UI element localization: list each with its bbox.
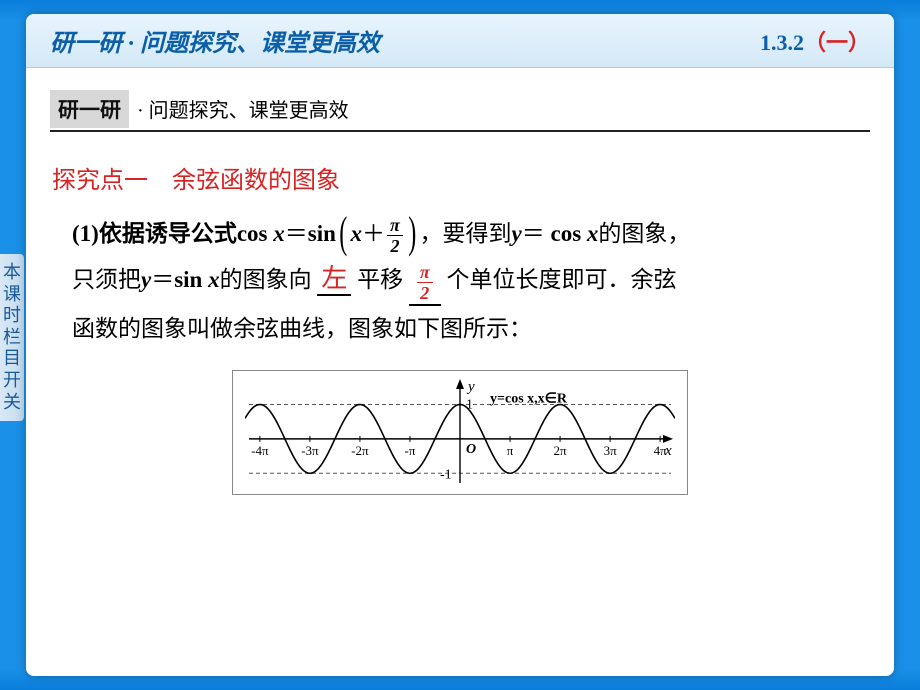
section-number: 1.3.2 — [760, 30, 804, 55]
y-var-2: y — [141, 267, 151, 292]
equals-3: ＝ — [151, 267, 174, 292]
text-mid-2b: 平移 — [357, 267, 403, 292]
svg-text:2π: 2π — [554, 443, 568, 458]
cosine-curve-svg: yxO1-1y=cos x,x∈R-4π-3π-2π-ππ2π3π4π — [245, 377, 675, 487]
cos-text: cos — [237, 221, 268, 246]
side-tab[interactable]: 本课时栏目开关 — [0, 254, 24, 421]
fill-blank-2: π2 — [409, 258, 441, 306]
svg-text:4π: 4π — [654, 443, 668, 458]
equals-2: ＝ — [522, 221, 545, 246]
slide-header: 研一研 · 问题探究、课堂更高效 1.3.2（一） — [26, 14, 894, 68]
svg-text:3π: 3π — [604, 443, 618, 458]
text-line-3: 函数的图象叫做余弦曲线，图象如下图所示： — [72, 306, 870, 352]
subheader-label: 研一研 — [50, 90, 129, 128]
fill-blank-1: 左 — [317, 265, 351, 296]
text-mid-2a: 的图象向 — [220, 267, 312, 292]
svg-text:-1: -1 — [440, 467, 452, 482]
svg-text:-2π: -2π — [351, 443, 369, 458]
sin-text: sin — [308, 221, 336, 246]
text-mid-1: ，要得到 — [420, 221, 512, 246]
x-var-4: x — [202, 267, 219, 292]
header-title: 研一研 · 问题探究、课堂更高效 — [50, 23, 380, 58]
svg-text:1: 1 — [466, 397, 473, 412]
text-line-1: (1)依据诱导公式cos x＝sin(x＋π2)，要得到y＝ cos x的图象， — [72, 211, 870, 257]
text-tail-1: 的图象， — [598, 221, 690, 246]
text-mid-2c: 个单位长度即可．余弦 — [446, 267, 676, 292]
x-var-3: x — [581, 221, 598, 246]
y-var-1: y — [512, 221, 522, 246]
svg-text:-4π: -4π — [251, 443, 269, 458]
svg-text:y=cos x,x∈R: y=cos x,x∈R — [490, 391, 568, 406]
header-section: 1.3.2（一） — [760, 25, 870, 57]
frac-top-red: π — [417, 263, 433, 283]
explore-title: 探究点一 余弦函数的图象 — [52, 160, 870, 195]
svg-text:O: O — [466, 442, 476, 457]
fraction-pi-2: π2 — [387, 216, 403, 255]
text-line-2: 只须把y＝sin x的图象向 左 平移 π2 个单位长度即可．余弦 — [72, 257, 870, 306]
text-prefix-2: 只须把 — [72, 267, 141, 292]
slide-frame: 研一研 · 问题探究、课堂更高效 1.3.2（一） 研一研 · 问题探究、课堂更… — [26, 14, 894, 676]
cos-text-2: cos — [545, 221, 581, 246]
divider-line — [50, 130, 870, 132]
slide-content: 研一研 · 问题探究、课堂更高效 探究点一 余弦函数的图象 (1)依据诱导公式c… — [26, 68, 894, 505]
subheader-row: 研一研 · 问题探究、课堂更高效 — [50, 90, 870, 128]
equals-1: ＝ — [285, 221, 308, 246]
graph-container: yxO1-1y=cos x,x∈R-4π-3π-2π-ππ2π3π4π — [50, 370, 870, 495]
subheader-text: · 问题探究、课堂更高效 — [137, 100, 349, 122]
frac-bot: 2 — [387, 236, 403, 255]
x-var-2: x — [351, 221, 363, 246]
sin-text-2: sin — [174, 267, 202, 292]
frac-top: π — [387, 216, 403, 236]
item-number: (1)依据诱导公式 — [72, 221, 237, 246]
svg-text:-3π: -3π — [301, 443, 319, 458]
x-var-1: x — [268, 221, 285, 246]
cosine-graph: yxO1-1y=cos x,x∈R-4π-3π-2π-ππ2π3π4π — [232, 370, 688, 495]
plus-sign: ＋ — [362, 221, 385, 246]
svg-text:-π: -π — [405, 443, 416, 458]
fraction-pi-2-red: π2 — [417, 263, 433, 302]
svg-text:π: π — [507, 443, 514, 458]
frac-bot-red: 2 — [417, 283, 433, 302]
section-suffix: （一） — [804, 30, 870, 55]
svg-text:y: y — [466, 379, 475, 395]
body-paragraph: (1)依据诱导公式cos x＝sin(x＋π2)，要得到y＝ cos x的图象，… — [72, 211, 870, 352]
